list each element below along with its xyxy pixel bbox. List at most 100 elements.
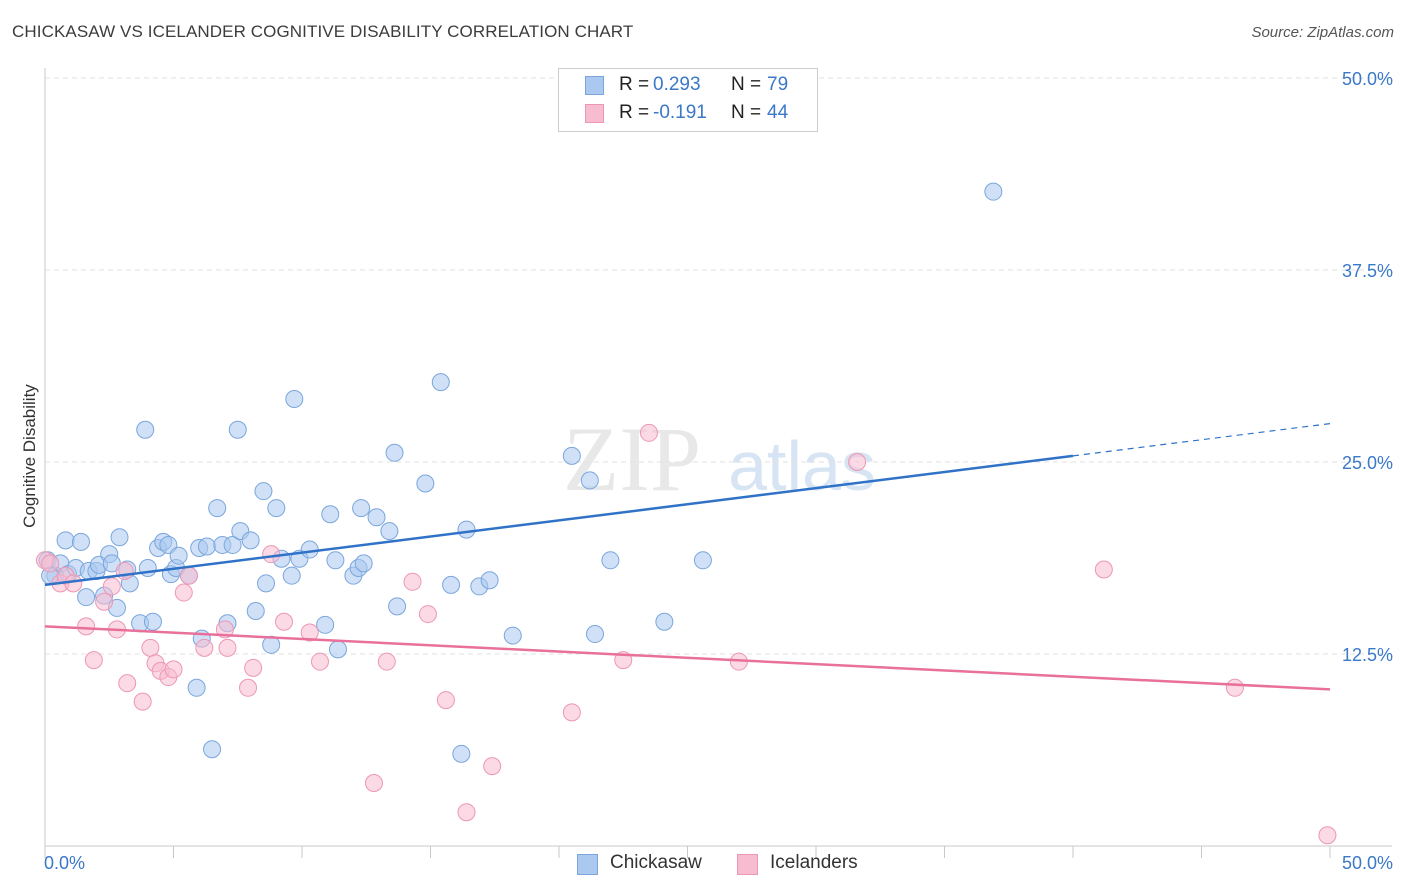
- source-label: Source: ZipAtlas.com: [1251, 24, 1394, 41]
- icelanders-point: [179, 566, 198, 585]
- axes: [44, 68, 1392, 858]
- icelanders-point: [364, 774, 383, 793]
- data-points: [36, 182, 1337, 845]
- chickasaw-legend-label: Chickasaw: [610, 852, 702, 873]
- icelanders-point: [115, 562, 134, 581]
- chickasaw-point: [228, 420, 247, 439]
- n-label: N =: [731, 102, 762, 123]
- chickasaw-point: [208, 499, 227, 518]
- chickasaw-point: [442, 575, 461, 594]
- icelanders-point: [141, 638, 160, 657]
- icelanders-point: [403, 572, 422, 591]
- icelanders-point: [174, 583, 193, 602]
- chickasaw-point: [267, 499, 286, 518]
- trend-lines: [44, 423, 1331, 691]
- x-tick-label: 0.0%: [44, 853, 85, 873]
- icelanders-swatch: [585, 104, 604, 123]
- icelanders-point: [310, 652, 329, 671]
- icelanders-point: [562, 703, 581, 722]
- chickasaw-point: [56, 531, 75, 550]
- chickasaw-point: [655, 612, 674, 631]
- y-axis-title: Cognitive Disability: [20, 384, 39, 528]
- y-tick-label: 25.0%: [1342, 453, 1393, 473]
- chickasaw-r-value: 0.293: [653, 74, 701, 95]
- chickasaw-point: [187, 678, 206, 697]
- chickasaw-point: [241, 531, 260, 550]
- y-tick-label: 12.5%: [1342, 645, 1393, 665]
- grid-lines: [45, 77, 1392, 655]
- icelanders-point: [457, 803, 476, 822]
- icelanders-point: [215, 620, 234, 639]
- chickasaw-point: [300, 540, 319, 559]
- icelanders-point: [1318, 826, 1337, 845]
- chickasaw-point: [984, 182, 1003, 201]
- icelanders-point: [1094, 560, 1113, 579]
- y-tick-label: 37.5%: [1342, 261, 1393, 281]
- chickasaw-trend-extension: [1072, 423, 1331, 457]
- icelanders-legend-label: Icelanders: [770, 852, 858, 873]
- chickasaw-point: [71, 532, 90, 551]
- chickasaw-point: [380, 522, 399, 541]
- chickasaw-point: [601, 551, 620, 570]
- chickasaw-point: [169, 546, 188, 565]
- chickasaw-swatch: [585, 76, 604, 95]
- icelanders-point: [64, 574, 83, 593]
- x-tick-label: 50.0%: [1342, 853, 1393, 873]
- chickasaw-point: [77, 588, 96, 607]
- chickasaw-point: [580, 471, 599, 490]
- chickasaw-point: [321, 505, 340, 524]
- chickasaw-point: [562, 446, 581, 465]
- icelanders-point: [418, 605, 437, 624]
- chickasaw-point: [254, 482, 273, 501]
- chickasaw-point: [223, 535, 242, 554]
- n-label: N =: [731, 74, 762, 95]
- icelanders-trend-line: [44, 625, 1331, 691]
- chickasaw-point: [480, 571, 499, 590]
- chickasaw-point: [416, 474, 435, 493]
- chickasaw-n-value: 79: [767, 74, 789, 95]
- icelanders-point: [639, 423, 658, 442]
- icelanders-point: [848, 453, 867, 471]
- chickasaw-trend-line: [44, 454, 1074, 587]
- icelanders-point: [195, 638, 214, 657]
- icelanders-point: [102, 577, 121, 596]
- r-label: R =: [619, 74, 650, 95]
- icelanders-point: [483, 757, 502, 776]
- chickasaw-point: [282, 566, 301, 585]
- chickasaw-point: [316, 615, 335, 634]
- icelanders-point: [239, 678, 258, 697]
- icelanders-point: [244, 658, 263, 677]
- chickasaw-point: [328, 640, 347, 659]
- chickasaw-point: [503, 626, 522, 645]
- icelanders-point: [300, 623, 319, 642]
- chickasaw-point: [136, 420, 155, 439]
- icelanders-point: [275, 612, 294, 631]
- chickasaw-point: [385, 443, 404, 462]
- stats-legend: R = 0.293 N = 79 R = -0.191 N = 44: [558, 68, 818, 132]
- chickasaw-point: [352, 499, 371, 518]
- chickasaw-point: [326, 551, 345, 570]
- chart-title: CHICKASAW VS ICELANDER COGNITIVE DISABIL…: [12, 22, 634, 41]
- axis-labels: 12.5% 25.0% 37.5% 50.0% 0.0% 50.0% Cognitive D…: [20, 69, 1393, 873]
- icelanders-point: [118, 674, 137, 693]
- icelanders-point: [377, 652, 396, 671]
- icelanders-point: [133, 692, 152, 711]
- chickasaw-legend-swatch: [577, 854, 598, 875]
- icelanders-point: [95, 592, 114, 611]
- icelanders-point: [84, 651, 103, 670]
- chickasaw-point: [285, 390, 304, 409]
- chickasaw-point: [388, 597, 407, 616]
- chickasaw-point: [585, 625, 604, 644]
- icelanders-legend-swatch: [737, 854, 758, 875]
- chickasaw-point: [693, 551, 712, 570]
- chickasaw-point: [367, 508, 386, 527]
- icelanders-point: [218, 638, 237, 657]
- chickasaw-point: [203, 740, 222, 759]
- watermark-zip: ZIP: [563, 408, 701, 510]
- chickasaw-point: [197, 537, 216, 556]
- chickasaw-point: [143, 612, 162, 631]
- chickasaw-point: [246, 601, 265, 620]
- icelanders-r-value: -0.191: [653, 102, 707, 123]
- icelanders-point: [436, 691, 455, 710]
- chickasaw-point: [110, 528, 129, 547]
